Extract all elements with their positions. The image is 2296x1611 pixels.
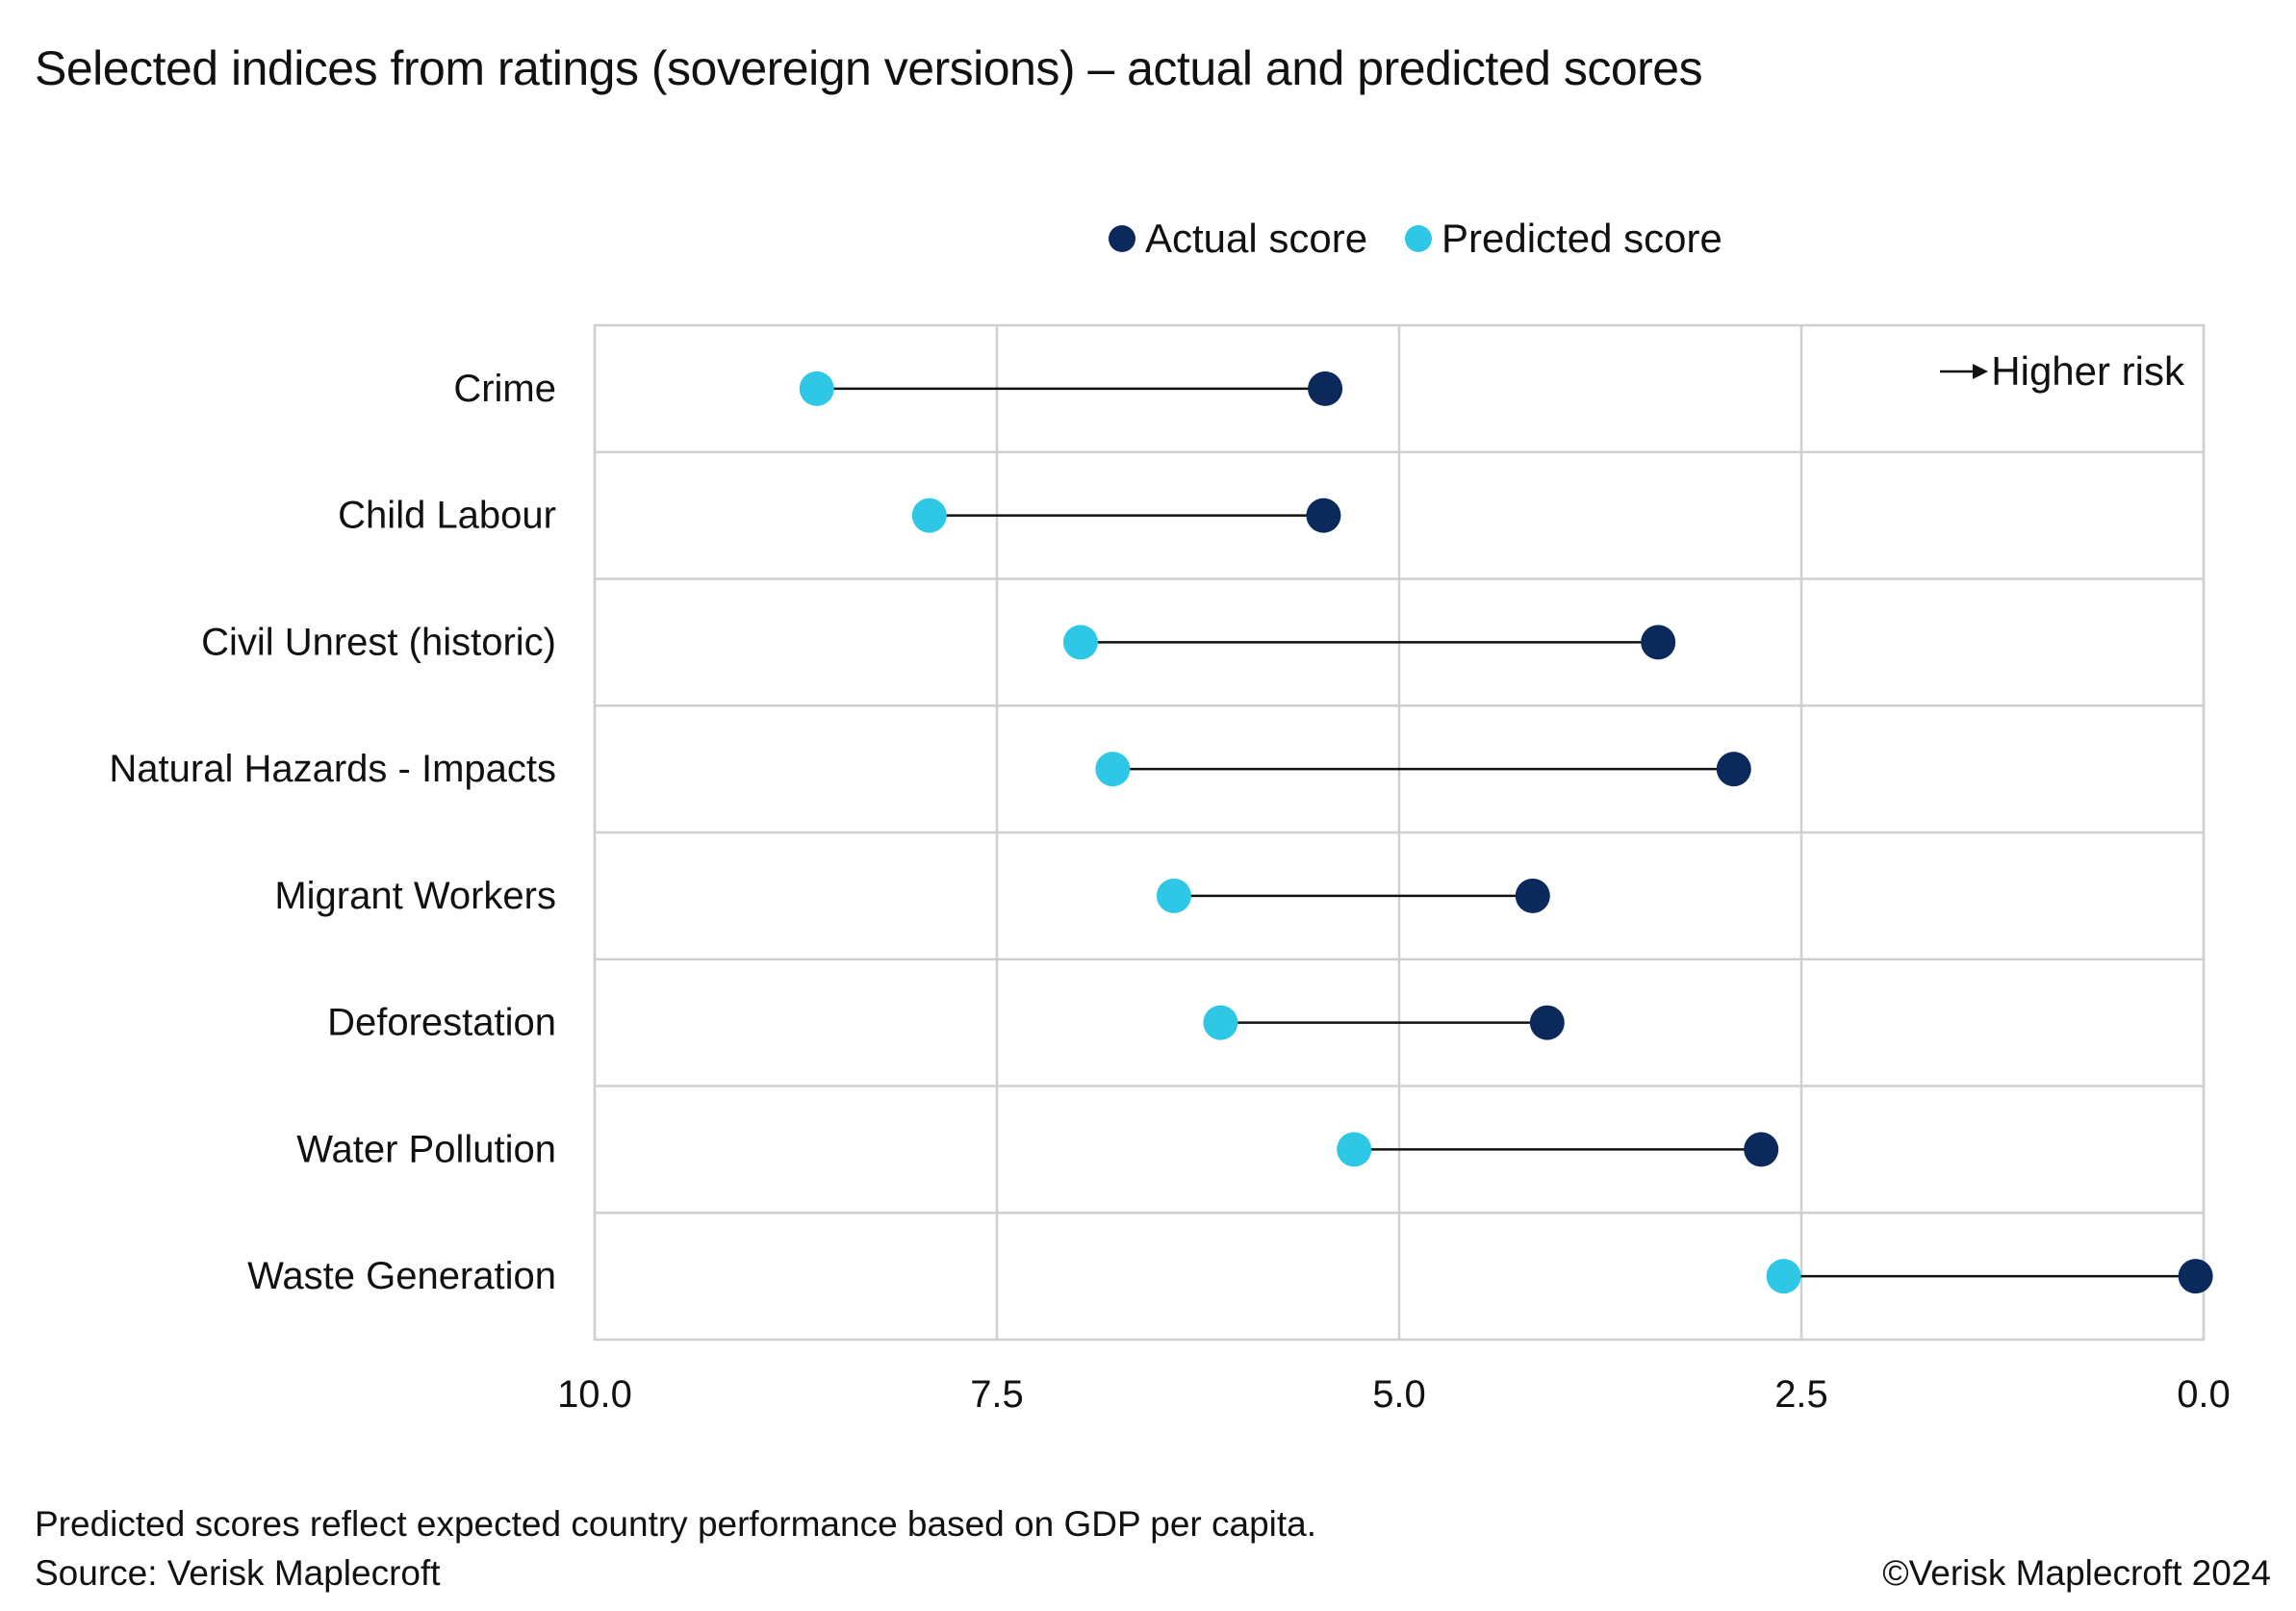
footnote: Predicted scores reflect expected countr…: [35, 1504, 1317, 1544]
x-tick-label: 10.0: [557, 1373, 632, 1416]
category-label: Waste Generation: [247, 1255, 556, 1297]
actual-score-point: [1308, 371, 1343, 406]
arrow-right-icon: [1973, 364, 1988, 379]
actual-score-point: [1744, 1132, 1779, 1167]
category-label: Civil Unrest (historic): [201, 621, 556, 663]
predicted-score-point: [1156, 878, 1191, 913]
x-tick-label: 7.5: [970, 1373, 1024, 1416]
legend-actual-marker: [1109, 225, 1135, 252]
x-tick-label: 5.0: [1372, 1373, 1426, 1416]
higher-risk-label: Higher risk: [1991, 348, 2185, 394]
actual-score-point: [1716, 752, 1751, 787]
x-tick-labels: 10.0 7.5 5.0 2.5 0.0: [557, 1373, 2231, 1416]
legend-actual-label: Actual score: [1145, 216, 1367, 261]
category-label: Migrant Workers: [274, 875, 556, 917]
actual-score-point: [2178, 1259, 2213, 1294]
legend-predicted-marker: [1405, 225, 1432, 252]
data-points: [799, 371, 2213, 1294]
source-note: Source: Verisk Maplecroft: [35, 1553, 441, 1593]
predicted-score-point: [1062, 625, 1098, 660]
actual-score-point: [1529, 1005, 1565, 1040]
legend-predicted-label: Predicted score: [1441, 216, 1722, 261]
chart-title: Selected indices from ratings (sovereign…: [35, 41, 1703, 95]
category-labels: Crime Child Labour Civil Unrest (historic)…: [109, 368, 556, 1297]
category-label: Crime: [453, 368, 556, 410]
footer-notes: Predicted scores reflect expected countr…: [35, 1499, 1316, 1598]
predicted-score-point: [1766, 1259, 1801, 1294]
predicted-score-point: [799, 371, 834, 406]
category-label: Water Pollution: [296, 1128, 556, 1170]
category-label: Child Labour: [338, 495, 556, 537]
actual-score-point: [1306, 498, 1341, 533]
x-tick-label: 2.5: [1774, 1373, 1828, 1416]
actual-score-point: [1515, 878, 1550, 913]
higher-risk-annotation: Higher risk: [1940, 348, 2185, 394]
predicted-score-point: [1203, 1005, 1238, 1040]
predicted-score-point: [1095, 752, 1131, 787]
x-tick-label: 0.0: [2177, 1373, 2231, 1416]
category-label: Deforestation: [327, 1002, 556, 1044]
predicted-score-point: [911, 498, 947, 533]
category-label: Natural Hazards - Impacts: [109, 748, 556, 790]
legend: Actual score Predicted score: [1109, 216, 1722, 261]
connectors: [816, 387, 2196, 1278]
predicted-score-point: [1337, 1132, 1372, 1167]
grid: [593, 323, 2206, 1342]
actual-score-point: [1641, 625, 1676, 660]
copyright: ©Verisk Maplecroft 2024: [1882, 1553, 2271, 1593]
